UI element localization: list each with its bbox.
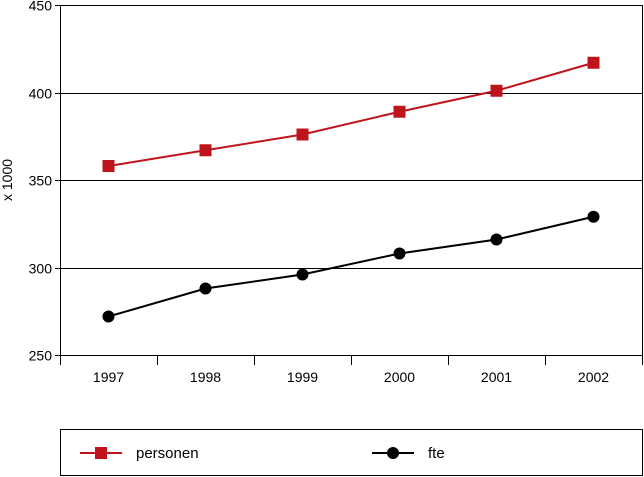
x-axis-ticks: 1997 1998 1999 2000 2001 2002 — [60, 355, 643, 385]
legend-marker — [387, 447, 399, 459]
data-point — [587, 56, 600, 69]
legend: personen fte — [60, 429, 643, 476]
data-point — [296, 268, 309, 281]
y-axis-ticks: 250 300 350 400 450 — [29, 0, 60, 364]
data-point — [490, 233, 503, 246]
data-point — [587, 210, 600, 223]
legend-item-personen: personen — [80, 445, 199, 462]
legend-marker — [95, 447, 107, 459]
x-tick-label: 2000 — [384, 369, 415, 385]
x-tick-label: 2001 — [481, 369, 512, 385]
data-point — [296, 128, 309, 141]
y-tick-label: 350 — [29, 173, 53, 189]
data-point — [102, 160, 115, 172]
x-tick-label: 1997 — [93, 369, 124, 385]
series-line — [108, 215, 594, 318]
legend-box — [60, 429, 643, 476]
x-tick-label: 1999 — [287, 369, 318, 385]
series-fte — [102, 210, 600, 323]
series-personen — [102, 56, 600, 172]
data-point — [393, 247, 406, 260]
data-point — [102, 310, 115, 323]
series-line — [108, 61, 594, 167]
y-tick-label: 250 — [29, 348, 53, 364]
legend-label: fte — [428, 445, 445, 462]
y-tick-label: 300 — [29, 261, 53, 277]
x-tick-label: 2002 — [578, 369, 609, 385]
x-tick-label: 1998 — [190, 369, 221, 385]
legend-label: personen — [136, 445, 199, 462]
y-tick-label: 400 — [29, 86, 53, 102]
data-point — [199, 144, 212, 157]
data-point — [199, 282, 212, 295]
series-group — [102, 56, 600, 323]
y-tick-label: 450 — [29, 0, 53, 14]
data-point — [393, 105, 406, 118]
legend-item-fte: fte — [372, 445, 445, 462]
y-axis-title: x 1000 — [0, 159, 15, 201]
grid-lines — [60, 93, 642, 269]
data-point — [490, 84, 503, 97]
